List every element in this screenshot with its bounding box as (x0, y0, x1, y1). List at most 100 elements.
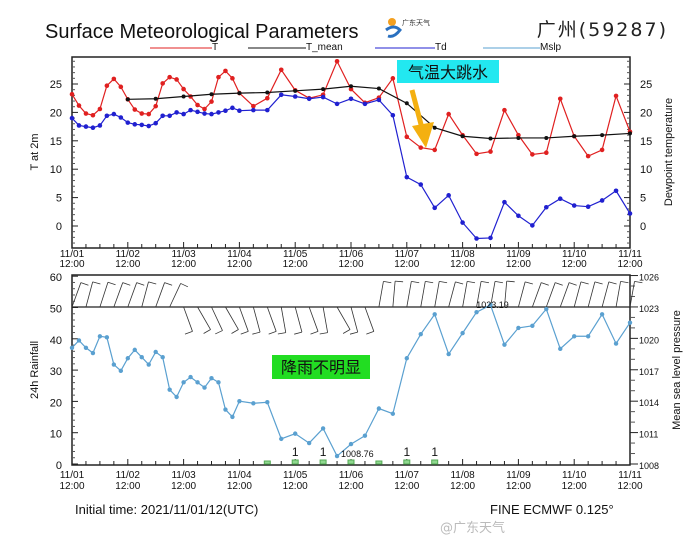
station-label: 广州(59287) (537, 19, 668, 41)
t-point (432, 147, 438, 153)
mslp-point (90, 350, 96, 356)
y-tick-label: 50 (50, 304, 62, 316)
t-mean-point (153, 96, 158, 101)
wind-barb (85, 281, 94, 308)
wind-barb-flag (411, 281, 420, 284)
t-point (76, 103, 82, 108)
t-mean-point (544, 135, 549, 140)
t-point (111, 76, 117, 82)
t-mean-point (516, 135, 521, 140)
legend-label-mslp: Mslp (540, 42, 562, 53)
wind-barb (294, 306, 303, 333)
wind-barb-flag (342, 329, 351, 334)
t-point (174, 77, 179, 82)
wind-barb (518, 281, 526, 308)
mslp-line (71, 304, 631, 457)
mslp-point (195, 380, 200, 385)
t-point (599, 147, 605, 153)
y-tick-label-right: 20 (640, 107, 652, 119)
x-tick-label-time: 12:00 (562, 481, 587, 492)
t-mean-point (209, 92, 214, 97)
x-tick-label-time: 12:00 (115, 481, 140, 492)
td-point (125, 120, 131, 125)
td-point (153, 120, 158, 126)
td-point (223, 108, 228, 113)
y-tick-label: 30 (50, 366, 62, 378)
wind-barb (476, 281, 482, 308)
logo-text: 广东天气 (402, 18, 430, 27)
wind-barb (615, 281, 621, 308)
t-point (446, 111, 451, 117)
mslp-point (599, 312, 605, 317)
mslp-point (390, 411, 396, 416)
t-mean-point (432, 125, 437, 130)
td-point (195, 109, 200, 115)
t-point (90, 112, 96, 118)
x-tick-label-date: 11/09 (506, 470, 531, 481)
mslp-min-label: 1008.76 (341, 449, 374, 459)
y-tick-label-right: 5 (640, 193, 646, 205)
y-tick-label: 10 (50, 164, 62, 176)
td-point (502, 199, 507, 205)
x-tick-label-time: 12:00 (115, 259, 140, 270)
wind-barb-flag (580, 281, 589, 285)
t-point (202, 106, 207, 112)
td-point (334, 101, 340, 107)
wind-barb (545, 282, 556, 308)
td-point (104, 113, 110, 119)
td-point (320, 94, 326, 100)
x-tick-label-date: 11/04 (227, 249, 252, 260)
t-point (404, 134, 410, 140)
y-tick-label-right: 1017 (639, 367, 659, 377)
t-mean-point (321, 87, 326, 92)
mslp-point (348, 441, 354, 447)
wind-barb-flag (594, 281, 603, 285)
t-point (69, 91, 75, 97)
legend-label-td: Td (435, 42, 447, 53)
wind-barb-flag (277, 332, 286, 335)
t-mean-point (265, 90, 270, 95)
y-axis-title-dewpoint: Dewpoint temperature (663, 98, 675, 206)
y-tick-label-right: 15 (640, 136, 652, 148)
wind-barb-flag (294, 331, 303, 335)
wind-barb-flag (319, 332, 328, 335)
x-tick-label-date: 11/11 (618, 249, 642, 260)
logo-wave-icon (385, 25, 402, 38)
x-tick-label-time: 12:00 (171, 259, 196, 270)
mslp-point (223, 407, 228, 412)
mslp-point (146, 362, 151, 367)
mslp-point (572, 334, 577, 339)
mslp-point (230, 414, 235, 420)
wind-barb (183, 306, 193, 332)
rain-bar (319, 459, 327, 465)
mslp-point (237, 398, 242, 404)
t-point (613, 93, 619, 99)
y-tick-label-right: 1023 (639, 304, 659, 314)
mslp-point (104, 335, 110, 340)
x-tick-label-date: 11/03 (171, 470, 196, 481)
t-point (251, 103, 256, 109)
x-tick-label-time: 12:00 (394, 259, 419, 270)
mslp-point (404, 356, 409, 361)
td-point (167, 113, 172, 119)
td-point (418, 182, 424, 187)
mslp-point (118, 368, 124, 374)
td-point (181, 111, 186, 117)
wind-barb-flag (215, 330, 223, 335)
t-mean-point (125, 97, 130, 102)
mslp-point (446, 351, 451, 357)
mslp-point (160, 355, 165, 360)
t-point (348, 86, 354, 92)
mslp-point (167, 387, 172, 392)
wind-barb (280, 306, 287, 333)
t-point (278, 67, 284, 73)
mslp-point (76, 338, 82, 343)
wind-barb-flag (80, 282, 89, 286)
td-point (376, 97, 382, 103)
t-point (418, 145, 424, 150)
y-tick-label-right: 1026 (639, 273, 659, 283)
td-point (160, 113, 165, 119)
mslp-point (83, 345, 89, 350)
td-point (174, 110, 179, 115)
wind-barb (531, 282, 542, 308)
